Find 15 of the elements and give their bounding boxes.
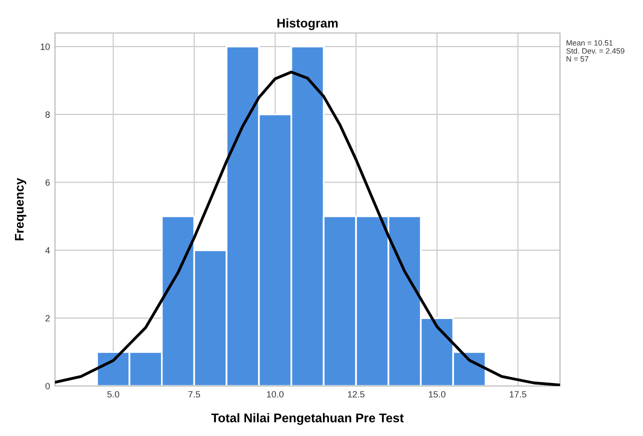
x-tick-label: 12.5 — [348, 391, 364, 398]
y-tick-label: 0 — [45, 382, 50, 390]
x-tick-label: 10.0 — [267, 391, 284, 398]
y-tick-label: 10 — [40, 44, 50, 50]
x-tick-label: 5.0 — [107, 391, 120, 398]
y-tick-label: 2 — [46, 315, 50, 322]
y-tick-label: 6 — [46, 179, 50, 186]
chart-title: Histogram — [277, 18, 338, 30]
x-tick-label: 15.0 — [428, 391, 446, 398]
x-tick-label: 7.5 — [188, 391, 200, 398]
x-tick-label: 17.5 — [510, 391, 526, 398]
y-tick-label: 8 — [46, 111, 50, 118]
y-tick-label: 4 — [45, 247, 50, 254]
y-axis-title: Frequency — [15, 178, 26, 240]
x-axis-title: Total Nilai Pengetahuan Pre Test — [211, 413, 404, 425]
